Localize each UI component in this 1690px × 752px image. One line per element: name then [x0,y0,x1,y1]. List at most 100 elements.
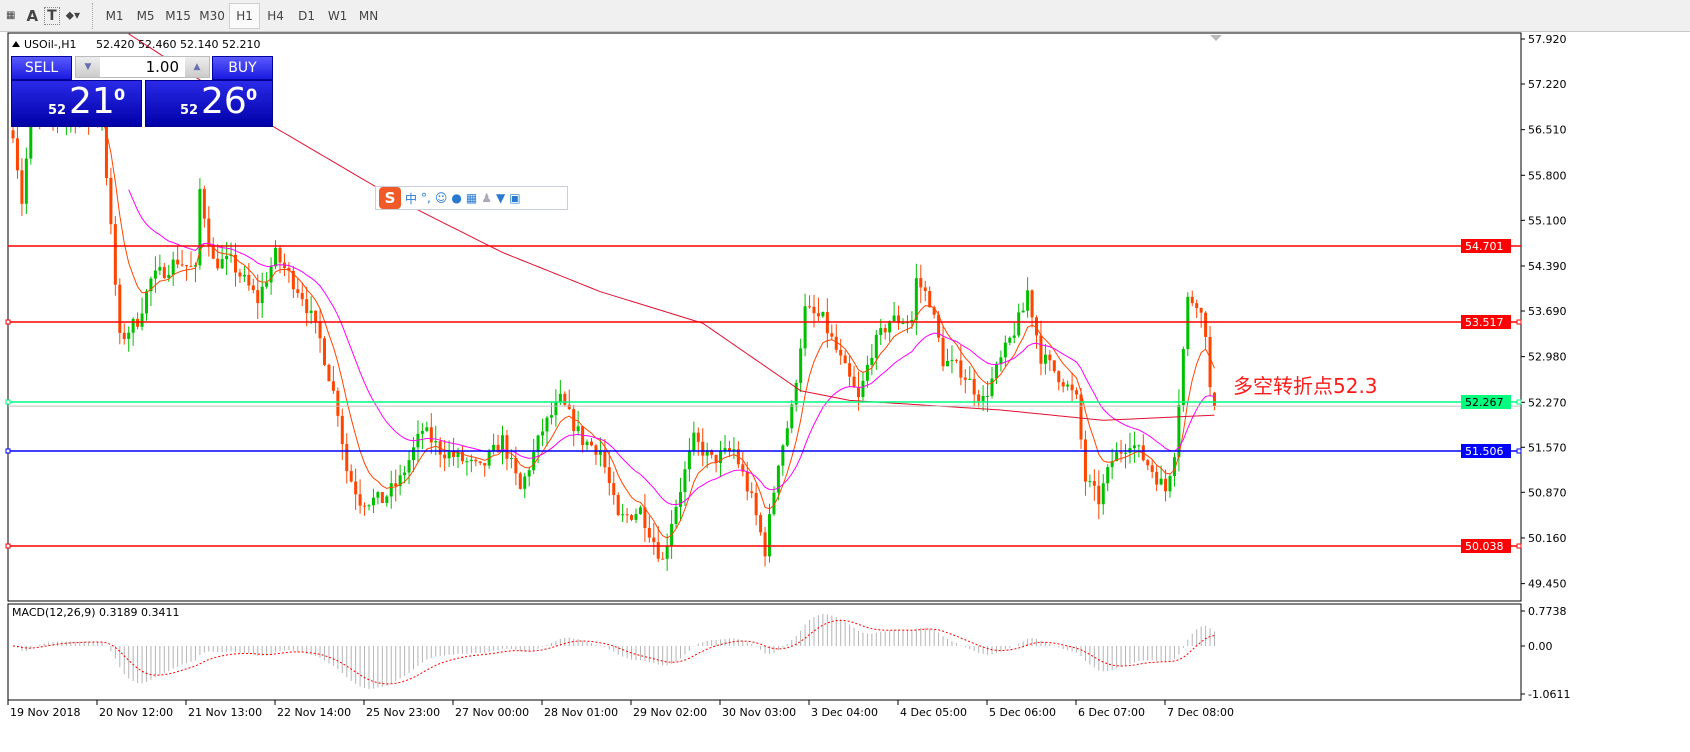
macd-tick-label: -1.0611 [1528,688,1570,701]
candle-body [603,450,607,468]
candle-body [932,307,936,315]
sell-button[interactable]: SELL [11,56,72,80]
price-label-bg [1461,239,1511,253]
ime-language[interactable]: 中 [405,191,418,206]
timeframe-m5[interactable]: M5 [136,8,155,23]
candle-body [1199,307,1203,313]
candle-body [643,507,647,528]
line-studies-icon[interactable]: ▦ [6,10,15,21]
candle-body [158,266,162,271]
candle-body [1177,404,1181,458]
line-handle [5,319,11,325]
line-handle [1516,399,1522,405]
keyboard-icon[interactable]: ▦ [465,191,478,205]
candle-body [469,459,473,462]
macd-label: MACD(12,26,9) 0.3189 0.3411 [12,606,180,619]
buy-price[interactable]: 52 26 0 [145,80,273,127]
candle-body [109,177,113,225]
candle-body [874,334,878,358]
candle-body [679,492,682,507]
candle-body [309,310,313,313]
candle-body [696,432,700,442]
candle-body [171,259,175,275]
candle-body [1070,384,1074,391]
candle-body [509,457,513,459]
collapse-arrow-icon [12,41,20,47]
timeframe-m15[interactable]: M15 [165,8,191,23]
x-tick-label: 20 Nov 12:00 [99,706,173,719]
candle-body [1057,371,1061,383]
candle-body [389,483,393,497]
skin-shirt-icon[interactable]: ▼ [495,191,506,205]
toolbox-icon[interactable]: ▣ [509,191,521,205]
candle-body [799,348,803,383]
candle-body [153,270,157,279]
timeframe-w1[interactable]: W1 [327,8,348,23]
candle-body [986,395,990,397]
candle-body [1048,354,1052,361]
candle-body [621,514,625,516]
price-label: 52.267 [1465,396,1504,409]
buy-button[interactable]: BUY [212,56,273,80]
candle-body [1115,452,1119,462]
candle-body [420,430,424,434]
increase-lot-button[interactable]: ▲ [185,57,209,77]
candle-body [447,451,451,459]
sell-price[interactable]: 52 21 0 [11,80,142,127]
sogou-logo-icon[interactable]: S [379,187,401,209]
candle-body [661,558,665,560]
timeframe-d1[interactable]: D1 [298,8,315,23]
candle-body [24,158,28,204]
ime-punctuation[interactable]: °, [421,191,431,205]
y-tick-label: 53.690 [1528,305,1567,318]
candle-body [193,265,197,267]
microphone-icon[interactable]: ● [451,191,462,205]
timeframe-h1[interactable]: H1 [229,2,261,29]
price-label-bg [1461,539,1511,553]
arrows-icon[interactable]: ⬥▾ [65,8,81,22]
buy-price-main: 26 [201,81,247,122]
candle-body [434,441,438,443]
candle-body [1043,354,1047,364]
candle-body [136,318,140,327]
candle-body [1106,467,1110,484]
emoji-icon[interactable]: ☺ [434,191,448,205]
decrease-lot-button[interactable]: ▼ [76,57,100,77]
candle-body [403,472,407,476]
x-tick-label: 27 Nov 00:00 [455,706,529,719]
candle-body [1208,336,1212,388]
candle-body [536,435,540,453]
timeframe-h4[interactable]: H4 [267,8,284,23]
candle-body [1172,457,1176,476]
candle-body [607,467,611,484]
candle-body [1204,312,1208,337]
candle-body [478,461,482,464]
candle-body [981,396,985,401]
text-label-icon[interactable]: T [44,6,60,25]
text-A-icon[interactable]: A [26,6,39,25]
candle-body [754,492,758,516]
x-tick-label: 6 Dec 07:00 [1078,706,1145,719]
timeframe-mn[interactable]: MN [358,8,379,23]
lot-size-stepper[interactable]: ▼ 1.00 ▲ [75,56,210,78]
lot-size-input[interactable]: 1.00 [145,58,179,76]
candle-body [300,293,304,300]
candle-body [207,218,211,246]
candle-body [380,492,384,504]
candle-body [768,514,771,557]
y-tick-label: 52.980 [1528,351,1567,364]
candle-body [523,476,527,489]
candle-body [879,328,883,335]
candle-body [327,364,331,382]
x-tick-label: 21 Nov 13:00 [188,706,262,719]
candle-body [1195,303,1199,308]
timeframe-m30[interactable]: M30 [199,8,225,23]
candle-body [242,274,246,277]
timeframe-m1[interactable]: M1 [105,8,124,23]
line-handle [5,399,11,405]
candle-body [1083,439,1087,482]
user-icon[interactable]: ♟ [481,191,492,205]
candle-body [460,452,464,462]
candle-body [590,441,593,446]
